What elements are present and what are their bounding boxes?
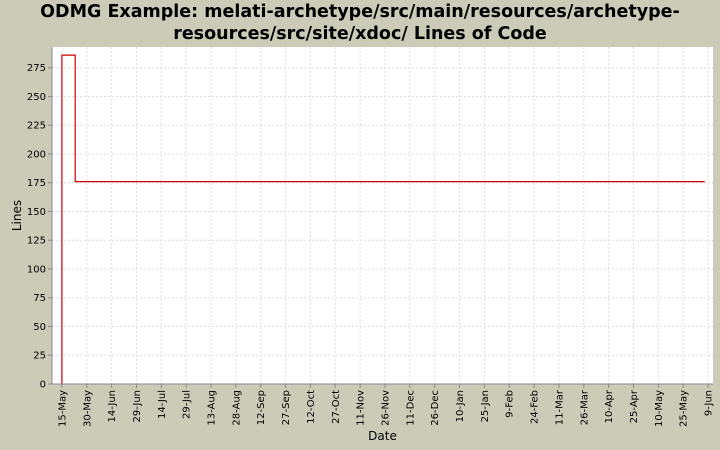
y-tick-label: 250 [27, 92, 46, 103]
x-tick-label: 13-Aug [207, 390, 218, 426]
x-tick-label: 9-Feb [505, 390, 516, 418]
x-tick-label: 26-Dec [430, 390, 441, 426]
x-tick-label: 25-Jan [480, 390, 491, 422]
y-tick-label: 75 [33, 293, 46, 304]
x-tick-label: 29-Jul [182, 390, 193, 419]
x-tick-label: 12-Oct [306, 390, 317, 424]
y-tick-label: 125 [27, 236, 46, 247]
axes: 0 25 50 75 100 125 150 175 200 225 250 275 15-May 30-… [27, 47, 715, 427]
plot-area [52, 47, 713, 384]
x-tick-label: 25-May [679, 390, 690, 427]
x-tick-label: 10-May [654, 390, 665, 427]
series-line [61, 54, 705, 384]
y-tick-label: 25 [33, 351, 46, 362]
y-tick-label: 275 [27, 63, 46, 74]
x-tick-label: 28-Aug [231, 390, 242, 426]
x-axis-label: Date [368, 429, 397, 443]
x-tick-label: 26-Nov [380, 390, 391, 426]
series-group [61, 54, 705, 384]
x-tick-label: 26-Mar [579, 389, 590, 425]
y-tick-label: 175 [27, 178, 46, 189]
y-tick-label: 50 [33, 322, 46, 333]
x-tick-label: 30-May [82, 390, 93, 427]
grid [52, 47, 713, 385]
y-tick-label: 225 [27, 121, 46, 132]
chart-title-line-2: resources/src/site/xdoc/ Lines of Code [173, 24, 547, 44]
x-tick-label: 14-Jul [157, 390, 168, 419]
y-axis-label: Lines [10, 200, 24, 231]
x-tick-label: 15-May [57, 390, 68, 427]
x-tick-label: 24-Feb [530, 390, 541, 424]
x-tick-label: 11-Nov [356, 390, 367, 426]
x-tick-label: 27-Sep [281, 390, 292, 425]
x-tick-label: 12-Sep [256, 390, 267, 425]
x-tick-label: 29-Jun [132, 390, 143, 423]
y-tick-label: 200 [27, 149, 46, 160]
x-tick-label: 10-Jan [455, 390, 466, 422]
y-tick-label: 100 [27, 264, 46, 275]
x-tick-label: 25-Apr [629, 389, 640, 423]
x-tick-label: 10-Apr [604, 389, 615, 423]
x-tick-label: 11-Mar [554, 389, 565, 425]
chart-title: ODMG Example: melati-archetype/src/main/… [0, 1, 720, 45]
x-tick-label: 11-Dec [405, 390, 416, 426]
x-tick-label: 9-Jun [704, 390, 715, 416]
x-tick-label: 27-Oct [331, 390, 342, 424]
chart-title-line-1: ODMG Example: melati-archetype/src/main/… [40, 2, 680, 22]
y-tick-label: 0 [40, 380, 46, 391]
x-tick-label: 14-Jun [107, 390, 118, 423]
y-tick-label: 150 [27, 207, 46, 218]
